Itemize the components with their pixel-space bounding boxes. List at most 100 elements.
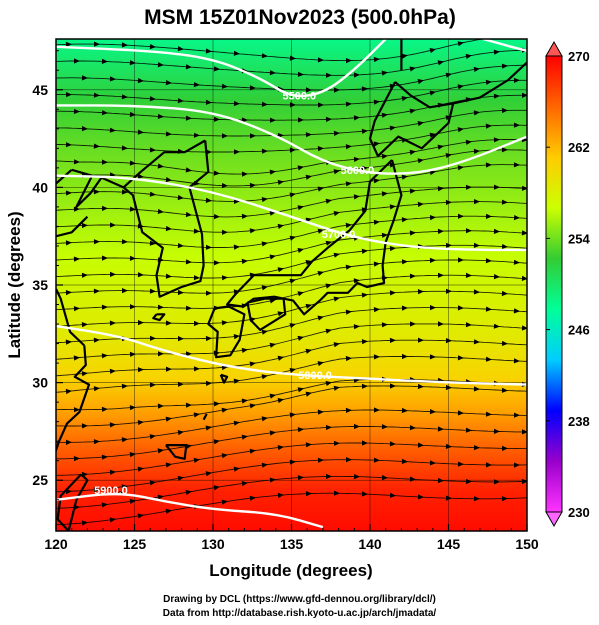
stream-arrow-0-74 [346,58,352,64]
stream-arrow-18-67 [317,315,324,321]
stream-arrow-11-113 [501,199,508,205]
stream-arrow-4-111 [493,93,500,99]
stream-arrow-8-106 [473,148,480,154]
stream-arrow-27-102 [457,461,464,467]
stream-arrow-22-48 [241,398,248,404]
x-tick-label-130: 130 [201,536,225,552]
stream-arrow-14-64 [305,260,312,266]
stream-arrow-15-88 [401,259,408,265]
stream-arrow-25-62 [297,427,304,433]
stream-arrow-28-97 [437,477,444,484]
stream-arrow-28-20 [129,498,136,504]
stream-arrow-11-50 [249,228,256,234]
stream-arrow-25-76 [354,423,360,430]
stream-arrow-10-69 [325,198,332,204]
stream-arrow-7-90 [409,149,416,155]
stream-arrow-18-88 [401,305,408,311]
contour-label-3: 5600.0 [341,165,375,177]
stream-arrow-2-64 [306,87,312,93]
contour-label-4: 5500.0 [283,91,317,103]
stream-arrow-24-25 [149,434,156,440]
stream-arrow-5-106 [473,110,480,116]
stream-arrow-7-27 [157,163,164,169]
stream-arrow-23-85 [390,383,396,389]
stream-arrow-9-46 [233,198,240,204]
stream-arrow-20-113 [501,340,508,346]
stream-arrow-25-83 [381,424,388,430]
stream-arrow-12-60 [289,235,296,241]
stream-arrow-15-53 [261,285,268,291]
stream-arrow-9-81 [373,178,380,184]
stream-arrow-21-88 [402,353,408,360]
stream-arrow-6-60 [289,147,296,153]
stream-arrow-16-104 [465,272,472,278]
stream-arrow-25-6 [73,456,80,462]
stream-arrow-19-62 [297,335,304,341]
stream-arrow-3-32 [177,98,184,104]
stream-arrow-7-6 [73,159,80,165]
contour-line-0 [56,492,324,529]
stream-arrow-24-67 [317,409,324,415]
contour-line-1 [56,324,527,386]
stream-arrow-29-78 [361,491,368,497]
stream-arrow-21-39 [205,380,212,386]
stream-arrow-12-39 [205,244,212,250]
stream-arrow-7-41 [213,170,220,176]
stream-arrow-18-81 [373,307,380,313]
coastline-15 [452,61,527,105]
stream-arrow-28-90 [409,476,416,482]
stream-arrow-10-20 [129,206,136,212]
stream-arrow-9-95 [429,170,436,176]
stream-arrow-4-27 [157,113,164,119]
stream-arrow-2-92 [417,79,424,85]
stream-arrow-15-116 [513,259,520,265]
stream-arrow-4-13 [101,110,108,116]
stream-arrow-9-32 [177,194,184,201]
stream-arrow-1-27 [157,62,164,68]
stream-arrow-27-46 [233,466,240,472]
stream-arrow-12-53 [261,241,268,247]
stream-arrow-18-53 [261,329,268,335]
stream-arrow-5-8 [81,126,88,132]
stream-arrow-7-111 [493,137,500,143]
stream-arrow-16-27 [157,304,164,310]
stream-arrow-1-55 [269,70,276,76]
stream-arrow-10-83 [381,191,388,197]
stream-arrow-20-22 [137,367,144,373]
stream-arrow-2-43 [221,83,228,89]
stream-arrow-27-67 [317,457,324,463]
stream-arrow-16-69 [325,283,332,289]
stream-arrow-19-97 [438,321,444,327]
stream-arrow-8-64 [305,174,312,180]
stream-arrow-11-106 [474,199,480,205]
stream-arrow-13-6 [73,256,80,262]
stream-arrow-16-97 [438,272,444,278]
stream-arrow-6-25 [149,147,156,153]
stream-arrow-12-109 [485,213,492,219]
streamline-23 [56,385,527,427]
stream-arrow-3-46 [233,100,240,107]
plot-area: 5900.0 5800.0 5700.0 5600.0 5500.0 120 125 130… [32,38,539,552]
colorbar-bottom-arrow [545,511,563,528]
stream-arrow-26-99 [445,443,452,449]
stream-arrow-5-36 [193,132,200,138]
stream-arrow-17-85 [389,290,396,296]
colorbar-top-arrow [545,40,563,57]
stream-arrow-12-81 [373,219,380,225]
colorbar-tick-label-230: 230 [568,505,590,520]
stream-arrow-1-90 [409,66,416,72]
stream-arrow-28-55 [269,477,276,483]
stream-arrow-5-29 [165,131,172,137]
stream-arrow-11-29 [165,225,172,232]
stream-arrow-27-60 [289,459,296,465]
coastline-2 [207,305,246,359]
stream-arrow-16-6 [73,306,80,312]
stream-arrow-19-27 [158,351,164,357]
coastline-6 [71,168,124,208]
coastline-4 [56,473,89,531]
stream-arrow-3-39 [205,99,212,105]
streamline-8 [56,149,527,187]
stream-arrow-13-118 [521,230,527,236]
stream-arrow-26-22 [137,466,144,472]
stream-arrow-21-32 [177,381,184,387]
